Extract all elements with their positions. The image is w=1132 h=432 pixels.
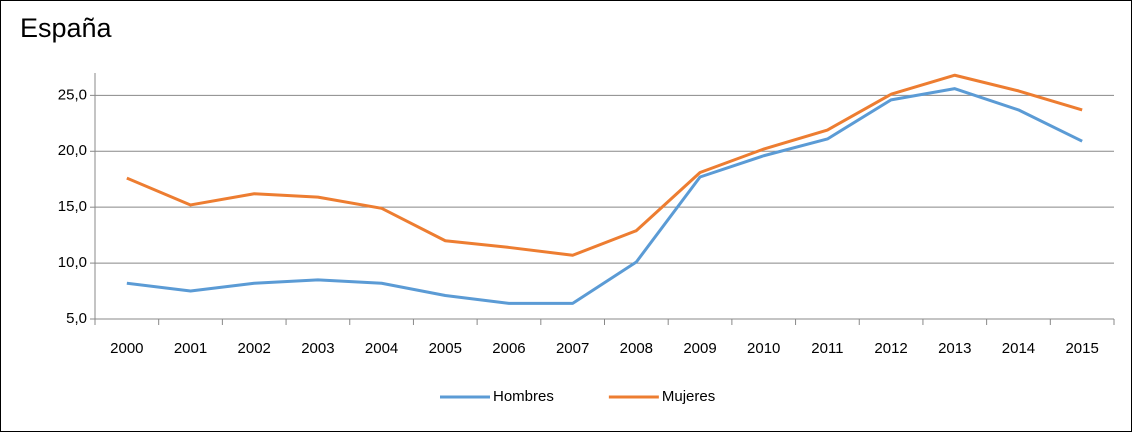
x-tick-label: 2003: [301, 340, 334, 357]
y-tick-label: 25,0: [58, 86, 87, 103]
y-tick-label: 5,0: [66, 310, 87, 327]
x-tick-label: 2001: [174, 340, 207, 357]
x-tick-label: 2011: [811, 340, 843, 357]
y-tick-label: 10,0: [58, 254, 87, 271]
x-tick-label: 2015: [1065, 340, 1098, 357]
y-tick-label: 15,0: [58, 198, 87, 215]
legend-label: Mujeres: [662, 388, 715, 405]
series-line: [126, 73, 1083, 257]
x-tick-label: 2013: [938, 340, 971, 357]
x-tick-label: 2002: [238, 340, 271, 357]
chart-title: España: [20, 13, 113, 43]
x-tick-label: 2004: [365, 340, 398, 357]
x-tick-label: 2012: [874, 340, 907, 357]
x-tick-label: 2008: [620, 340, 653, 357]
x-tick-label: 2000: [110, 340, 143, 357]
x-tick-label: 2010: [747, 340, 780, 357]
series-line: [126, 87, 1083, 305]
x-tick-label: 2005: [429, 340, 462, 357]
x-tick-label: 2009: [683, 340, 716, 357]
legend-label: Hombres: [493, 388, 554, 405]
y-tick-label: 20,0: [58, 142, 87, 159]
x-tick-label: 2007: [556, 340, 589, 357]
x-tick-label: 2006: [492, 340, 525, 357]
x-tick-label: 2014: [1002, 340, 1035, 357]
